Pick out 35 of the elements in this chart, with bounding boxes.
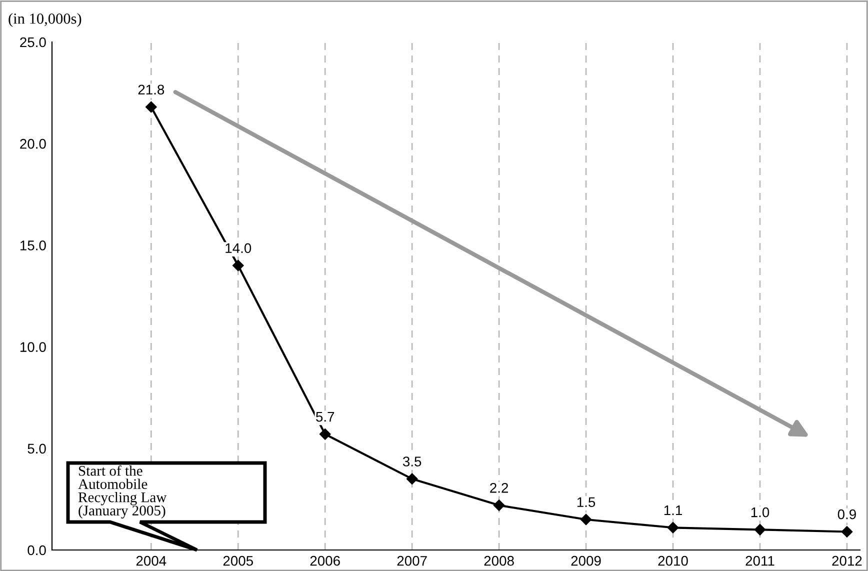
- data-label: 5.7: [316, 412, 334, 422]
- point: [493, 500, 505, 511]
- point: [667, 522, 679, 534]
- data-label: 0.9: [838, 509, 856, 520]
- y-tick-label: 25.0: [20, 37, 46, 48]
- x-tick-label: 2009: [571, 556, 601, 566]
- data-label: 21.8: [138, 84, 164, 95]
- y-tick-label: 5.0: [28, 444, 46, 454]
- data-label: 1.5: [577, 497, 596, 508]
- point: [232, 260, 244, 272]
- data-label: 2.2: [490, 482, 508, 493]
- x-tick-label: 2012: [832, 556, 862, 566]
- data-label: 1.0: [751, 507, 770, 518]
- y-axis-title: (in 10,000s): [8, 13, 82, 27]
- x-tick-label: 2011: [746, 556, 774, 566]
- x-tick-label: 2004: [136, 556, 166, 566]
- x-tick-label: 2010: [658, 556, 688, 566]
- y-tick-label: 10.0: [20, 342, 46, 352]
- x-tick-label: 2005: [223, 556, 253, 566]
- x-tick-label: 2008: [484, 556, 514, 566]
- y-tick-label: 20.0: [20, 138, 46, 149]
- point: [406, 473, 418, 484]
- x-tick-label: 2007: [397, 556, 427, 566]
- annotation: Start of the Automobile Recycling Law (January 2005): [78, 465, 167, 518]
- point: [580, 514, 592, 526]
- data-label: 14.0: [226, 243, 252, 254]
- point: [754, 524, 766, 536]
- data-label: 1.1: [664, 505, 682, 516]
- point: [319, 428, 331, 440]
- y-tick-label: 0.0: [28, 545, 46, 556]
- point: [146, 101, 157, 113]
- x-tick-label: 2006: [310, 556, 340, 566]
- point: [841, 526, 853, 538]
- data-label: 3.5: [402, 456, 422, 466]
- y-tick-label: 15.0: [20, 240, 46, 250]
